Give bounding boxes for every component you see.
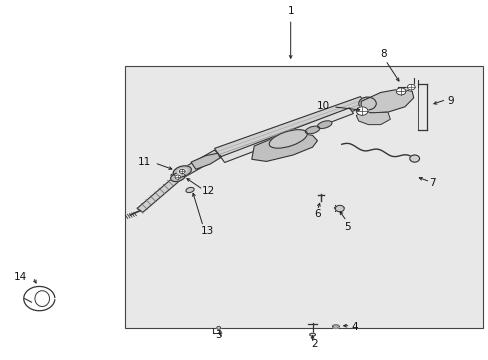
Text: 1: 1: [287, 6, 293, 17]
Bar: [125, 66, 482, 328]
Text: 10: 10: [316, 102, 329, 111]
Ellipse shape: [317, 121, 331, 129]
Text: 12: 12: [201, 186, 215, 197]
Polygon shape: [220, 108, 353, 162]
Ellipse shape: [309, 333, 315, 336]
Text: 14: 14: [13, 272, 27, 282]
Polygon shape: [251, 133, 317, 161]
Polygon shape: [170, 150, 221, 181]
Ellipse shape: [173, 166, 191, 177]
Ellipse shape: [269, 130, 306, 148]
Circle shape: [356, 107, 367, 115]
Circle shape: [407, 84, 414, 90]
Text: 7: 7: [428, 178, 435, 188]
Polygon shape: [35, 291, 49, 306]
Text: 8: 8: [380, 49, 386, 59]
Circle shape: [395, 88, 405, 95]
Ellipse shape: [185, 188, 194, 193]
Circle shape: [179, 169, 185, 174]
Text: 3: 3: [215, 330, 222, 341]
Text: 11: 11: [137, 157, 150, 167]
Circle shape: [175, 175, 181, 179]
Text: 2: 2: [311, 339, 318, 349]
Polygon shape: [356, 111, 389, 125]
Ellipse shape: [177, 168, 187, 174]
Circle shape: [216, 327, 220, 329]
Text: 5: 5: [344, 222, 350, 232]
Ellipse shape: [305, 126, 319, 134]
Text: 13: 13: [201, 226, 214, 236]
Polygon shape: [137, 171, 186, 212]
Polygon shape: [191, 153, 220, 169]
Ellipse shape: [170, 173, 185, 181]
Circle shape: [409, 155, 419, 162]
Text: 9: 9: [447, 96, 453, 106]
Circle shape: [358, 97, 375, 110]
Text: 6: 6: [314, 209, 321, 219]
Polygon shape: [214, 96, 366, 158]
Ellipse shape: [332, 325, 339, 328]
Polygon shape: [361, 89, 413, 113]
Text: 4: 4: [351, 322, 357, 332]
Circle shape: [335, 205, 344, 212]
Circle shape: [333, 325, 338, 328]
